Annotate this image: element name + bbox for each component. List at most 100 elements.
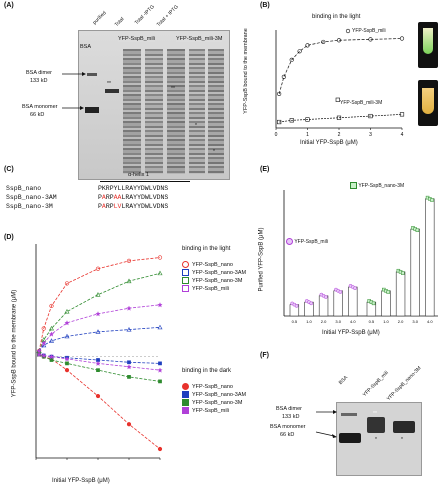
x-tick-label: 0.5 [292,319,298,324]
residue: V [152,203,157,210]
data-point [158,361,162,366]
mili3m-point [368,113,373,119]
data-point [126,305,132,311]
bar-point [309,301,314,306]
mili3m-lane-1-smear [189,49,205,174]
bar-point [371,301,376,306]
data-point [49,303,54,309]
legend-swatch [182,391,189,398]
data-point [41,326,46,331]
data-point [48,338,55,343]
helix-underline [100,181,190,182]
data-point [126,326,132,332]
data-point [157,367,163,373]
residue: W [144,203,149,210]
gel-mark-plus: ** [171,86,175,92]
f-mili-band [367,417,385,433]
legend-label: YFP-SspB_mili [192,285,229,292]
x-tick-label: 1.0 [306,319,312,324]
panel-e-legend-mili: YFP-SspB_mili [286,238,328,245]
residue: A [117,194,122,201]
seq-name: SspB_nano [6,185,42,192]
f-bsa-dimer-band [341,413,357,416]
residue: R [125,194,130,201]
residue: A [101,203,106,210]
gel-mark-3m-a: * [195,123,197,129]
residue: A [113,194,118,201]
panel-e-xlabel: Initial YFP-SspB (μM) [322,330,380,336]
legend-swatch [182,261,189,268]
panel-a-gel: ** ** * * [78,30,230,180]
legend-item: YFP-SspB_nano-3M [182,277,246,284]
residue: S [164,203,169,210]
data-point [95,329,101,334]
residue: P [98,203,102,210]
bsa-lane-band-monomer [85,107,99,113]
data-point [126,422,132,427]
f-mark-mili: * [375,437,377,443]
legend-dark: YFP-SspB_nano YFP-SspB_nano-3AM YFP-SspB_n… [182,382,246,415]
x-tick-label: 4.0 [427,319,433,324]
seq-row: SspB_nano-3AM PARPAALRAYYDWLVDNS [6,193,168,202]
seq-value-colored: PARPLVLRAYYDWLVDNS [98,202,168,211]
residue: L [121,194,126,201]
gel-mark-purified: ** [107,81,111,87]
mili-point [305,43,310,48]
x-tick-label: 1.0 [383,319,389,324]
panel-e-legend-3m: YFP-SspB_nano-3M [350,182,404,189]
data-point [64,368,70,373]
data-point [64,320,70,326]
bar-point [338,290,343,294]
panel-f-gel: ** * * [336,402,422,476]
data-point [41,340,47,346]
tube-dark [418,80,438,126]
residue: Y [137,194,141,201]
residue: L [121,203,126,210]
legend-item: YFP-SspB_mili [182,285,246,292]
data-point [157,255,163,260]
data-point [127,360,131,365]
residue: N [160,203,165,210]
mili3m-point [277,119,282,125]
data-point [41,352,47,359]
panel-b-legend-2: YFP-SspB_mili-3M [340,100,383,106]
group-label-mili3m: YFP-SspB_mili-3M [176,36,223,42]
panel-b-title: binding in the light [312,14,361,20]
residue: D [156,203,161,210]
data-point [126,278,132,284]
data-point [95,311,101,317]
seq-row: SspB_nano PKRPYLLRAYYDWLVDNS [6,184,168,193]
x-tick-label: 3.0 [412,319,418,324]
total-lane-smear [123,49,141,174]
data-point [65,361,69,366]
mili3m-point [336,115,342,120]
legend-item: YFP-SspB_nano [182,261,246,268]
bar-point [386,290,390,294]
data-point [64,333,70,339]
residue: P [98,194,102,201]
seq-name: SspB_nano-3AM [6,194,57,201]
f-dimer-label: BSA dimer [276,406,302,412]
data-point [48,325,55,331]
f-monomer-kd: 66 kD [280,432,295,438]
legend-label: YFP-SspB_mili [192,407,229,414]
legend-swatch [182,269,189,276]
data-point [36,351,42,357]
data-point [126,364,132,370]
bar-point [353,286,357,291]
panel-e-label: (E) [260,166,270,173]
legend-swatch [182,383,189,390]
residue: R [105,203,110,210]
legend-item: YFP-SspB_nano [182,383,246,390]
legend-marker-mili3m [335,97,340,102]
x-tick-label: 2 [338,132,341,138]
mili-point [277,91,282,97]
total-plus-lane-smear [167,49,185,174]
mili-point [281,74,286,79]
light-title: binding in the light [182,246,231,252]
bar-point [415,228,420,233]
data-point [48,354,55,360]
panel-b-chart: 0 1 2 3 4 [275,28,405,138]
